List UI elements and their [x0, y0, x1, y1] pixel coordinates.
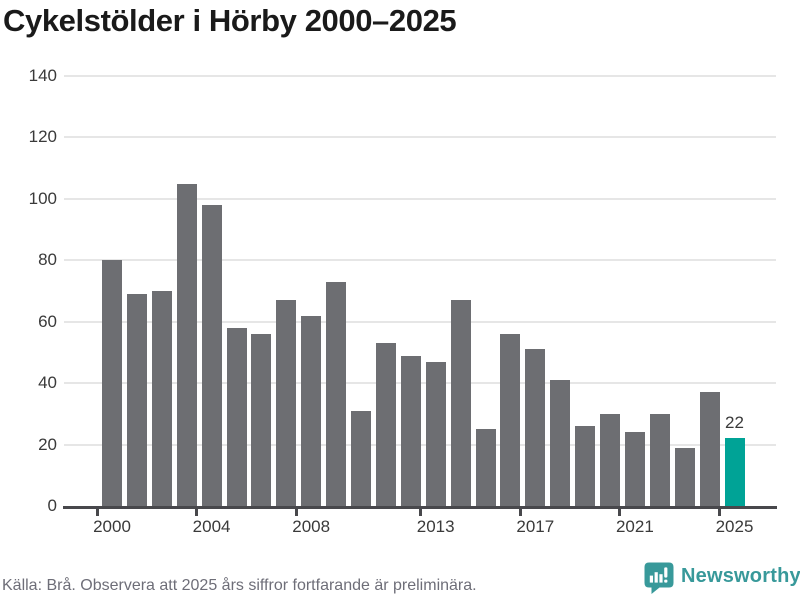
bar-2005	[226, 327, 247, 506]
y-axis-label: 140	[28, 66, 57, 85]
bar-value-label: 22	[725, 413, 744, 433]
chart-title: Cykelstölder i Hörby 2000–2025	[3, 3, 457, 38]
bar-2009	[326, 281, 347, 506]
bar-2014	[450, 300, 471, 506]
x-axis-label-2013: 2013	[416, 517, 455, 536]
exclamation-dot	[664, 579, 668, 583]
gridline-y-60	[64, 320, 776, 323]
bar-2024	[699, 392, 720, 506]
x-axis-label-2025: 2025	[715, 517, 754, 536]
bar-2010	[351, 410, 371, 506]
x-axis-label-2008: 2008	[292, 517, 331, 536]
bar-2021	[624, 432, 645, 506]
x-axis-tick-2013	[419, 509, 423, 516]
gridline-y-120	[64, 136, 776, 139]
bar-2015	[475, 429, 496, 506]
x-axis-line	[63, 506, 777, 509]
x-axis-label-2004: 2004	[192, 517, 231, 536]
bar-2008	[301, 315, 322, 506]
x-axis-tick-2004	[195, 509, 199, 516]
y-axis-label: 80	[38, 250, 57, 270]
bar-2020	[600, 413, 620, 506]
y-axis-label: 0	[47, 496, 57, 515]
gridline-y-100	[64, 197, 776, 200]
bar-2019	[575, 426, 596, 506]
x-axis-label-2017: 2017	[516, 517, 555, 536]
x-axis-tick-2008	[294, 509, 298, 516]
bar-2001	[126, 294, 147, 506]
bar-2017	[525, 349, 546, 506]
bar-2000	[102, 260, 122, 506]
newsworthy-bar-chart-bubble-icon	[644, 562, 674, 594]
y-axis-label: 20	[38, 434, 57, 454]
x-axis-tick-2025	[718, 509, 721, 516]
bar-2003	[176, 183, 197, 506]
x-axis-label-2000: 2000	[93, 517, 131, 536]
exclamation-stroke	[664, 567, 668, 578]
mini-bar-chart-glyph	[649, 567, 668, 583]
bar-2025	[724, 438, 745, 506]
y-axis-label: 120	[28, 127, 57, 147]
newsworthy-logo: Newsworthy	[644, 561, 800, 597]
bar-2006	[251, 334, 272, 506]
bar-2022	[649, 413, 670, 506]
x-axis-tick-2000	[95, 509, 99, 516]
bar-2016	[500, 334, 521, 506]
x-axis-label-2021: 2021	[615, 517, 654, 536]
y-axis-label: 60	[38, 311, 57, 331]
gridline-y-140	[64, 75, 776, 77]
bar-2018	[550, 380, 571, 506]
x-axis-tick-2017	[518, 509, 522, 516]
x-axis-tick-2021	[618, 509, 622, 516]
bar-2011	[375, 343, 396, 506]
bar-2013	[425, 361, 446, 506]
bar-2004	[201, 205, 222, 506]
y-axis-label: 100	[28, 188, 57, 208]
bar-2002	[151, 291, 172, 506]
bar-2012	[400, 355, 421, 506]
newsworthy-wordmark: Newsworthy	[681, 565, 800, 587]
source-note: Källa: Brå. Observera att 2025 års siffr…	[2, 577, 477, 594]
bar-2023	[674, 447, 695, 506]
y-axis-label: 40	[38, 373, 57, 393]
bar-2007	[276, 300, 297, 506]
gridline-y-80	[64, 259, 776, 262]
